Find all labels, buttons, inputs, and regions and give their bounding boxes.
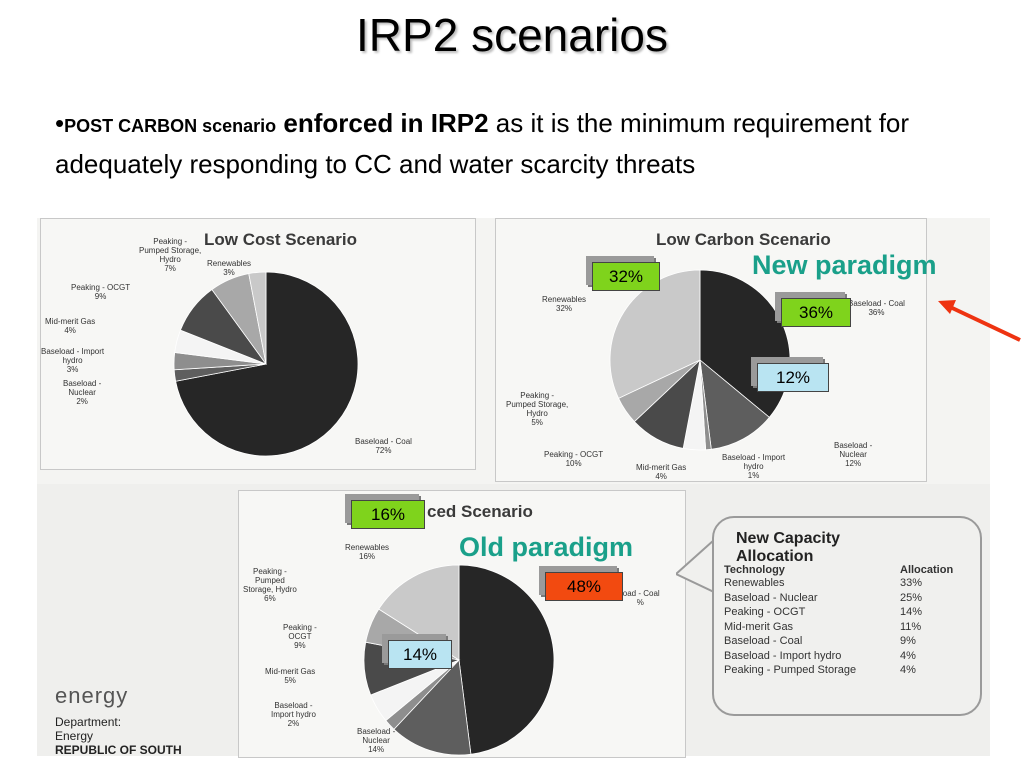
table-row: Renewables 33% xyxy=(724,576,959,591)
table-row: Peaking - OCGT 14% xyxy=(724,605,959,620)
low-cost-pie-chart xyxy=(173,271,359,457)
lc-label-gas: Mid-merit Gas 4% xyxy=(45,317,96,335)
table-cell: 14% xyxy=(900,606,923,618)
logo-line3: REPUBLIC OF SOUTH xyxy=(55,743,182,757)
pie-slice-renewables xyxy=(378,564,460,661)
table-cell: 4% xyxy=(900,664,916,676)
low-cost-title: Low Cost Scenario xyxy=(204,230,358,249)
logo-line1: Department: xyxy=(55,715,122,729)
bullet-marker: • xyxy=(55,108,65,138)
pie-slice-renewables xyxy=(248,271,267,365)
tag-low-carbon-renewables: 32% xyxy=(592,262,660,291)
allocation-table: Technology Allocation Renewables 33% Base… xyxy=(724,564,959,678)
new-paradigm-label: New paradigm xyxy=(752,250,937,280)
department-logo: energy Department: Energy REPUBLIC OF SO… xyxy=(55,683,182,757)
lc-label-coal: Baseload - Coal 72% xyxy=(355,437,412,455)
lc-label-import: Baseload - Import hydro 3% xyxy=(41,347,105,374)
bal-label-gas: Mid-merit Gas 5% xyxy=(265,667,316,685)
logo-line2: Energy xyxy=(55,729,94,743)
pie-slice-baseload-nuclear xyxy=(393,659,472,756)
table-row: Peaking - Pumped Storage 4% xyxy=(724,663,959,678)
bullet-bold-small-2: scenario xyxy=(197,116,277,136)
bal-label-renewables: Renewables 16% xyxy=(345,543,390,561)
table-cell: 9% xyxy=(900,635,916,647)
low-cost-panel: Low Cost Scenario Peaking - Pumped Stora… xyxy=(40,218,476,470)
lcb-label-coal: Baseload - Coal 36% xyxy=(848,299,905,317)
lcb-label-nuclear: Baseload - Nuclear 12% xyxy=(834,441,873,468)
pie-slice-baseload-coal xyxy=(175,271,359,457)
tag-balanced-ocgt: 14% xyxy=(388,640,452,669)
table-cell: 11% xyxy=(900,620,922,633)
bal-label-import: Baseload - Import hydro 2% xyxy=(271,701,316,728)
tag-low-carbon-coal: 36% xyxy=(781,298,851,327)
balanced-pie-chart xyxy=(363,564,555,756)
allocation-title: New Capacity Allocation xyxy=(736,530,840,566)
lc-label-pumped: Peaking - Pumped Storage, Hydro 7% xyxy=(139,237,202,273)
pie-slice-baseload-nuclear xyxy=(699,359,770,450)
table-row: Baseload - Nuclear 25% xyxy=(724,591,959,606)
lcb-label-import: Baseload - Import hydro 1% xyxy=(722,453,786,480)
allocation-header-allocation: Allocation xyxy=(900,564,954,576)
tag-balanced-coal: 48% xyxy=(545,572,623,601)
arrow-icon xyxy=(938,300,1021,342)
table-row: Baseload - Coal 9% xyxy=(724,634,959,649)
bal-label-nuclear: Baseload - Nuclear 14% xyxy=(357,727,396,754)
table-cell: Renewables xyxy=(724,577,785,589)
table-cell: 33% xyxy=(900,577,923,589)
lc-label-nuclear: Baseload - Nuclear 2% xyxy=(63,379,102,406)
allocation-header-technology: Technology xyxy=(724,564,785,576)
table-row: Mid-merit Gas 11% xyxy=(724,620,959,635)
lcb-label-renewables: Renewables 32% xyxy=(542,295,587,313)
table-row: Baseload - Import hydro 4% xyxy=(724,649,959,664)
balanced-panel: ced Scenario Renewables 16% Peaking - Pu… xyxy=(238,490,686,758)
low-carbon-title: Low Carbon Scenario xyxy=(656,230,831,249)
lcb-label-ocgt: Peaking - OCGT 10% xyxy=(544,450,604,468)
tag-balanced-renewables: 16% xyxy=(351,500,425,529)
balanced-title: ced Scenario xyxy=(427,502,533,521)
table-cell: Mid-merit Gas xyxy=(724,620,794,633)
logo-word: energy xyxy=(55,683,129,708)
low-carbon-pie-chart xyxy=(609,269,791,451)
bullet-bold-small: POST CARBON xyxy=(64,116,198,136)
old-paradigm-label: Old paradigm xyxy=(459,532,634,562)
lc-label-renewables: Renewables 3% xyxy=(207,259,252,277)
allocation-callout: New Capacity Allocation Technology Alloc… xyxy=(712,516,982,716)
allocation-title-line2: Allocation xyxy=(736,548,814,565)
allocation-header-row: Technology Allocation xyxy=(724,564,959,576)
bal-label-ocgt: Peaking - OCGT 9% xyxy=(283,623,317,650)
table-cell: Baseload - Nuclear xyxy=(724,591,818,604)
table-cell: Peaking - Pumped Storage xyxy=(724,664,857,676)
table-cell: 25% xyxy=(900,591,923,604)
tag-low-carbon-nuclear: 12% xyxy=(757,363,829,392)
bullet-text: •POST CARBON scenario enforced in IRP2 a… xyxy=(55,104,975,183)
table-cell: Baseload - Import hydro xyxy=(724,649,842,662)
lc-label-ocgt: Peaking - OCGT 9% xyxy=(71,283,131,301)
pie-slice-baseload-coal xyxy=(458,564,555,755)
table-cell: Peaking - OCGT xyxy=(724,606,806,618)
bal-label-pumped: Peaking - Pumped Storage, Hydro 6% xyxy=(243,567,297,603)
bullet-bold-large: enforced in IRP2 xyxy=(276,108,489,138)
allocation-title-line1: New Capacity xyxy=(736,530,841,547)
slide-title: IRP2 scenarios xyxy=(356,9,668,61)
table-cell: Baseload - Coal xyxy=(724,635,803,647)
table-cell: 4% xyxy=(900,649,916,662)
bullet-rest: as it is the minimum requirement for ade… xyxy=(55,108,910,179)
pie-slice-renewables xyxy=(609,269,701,399)
low-carbon-panel: Low Carbon Scenario Renewables 32% Basel… xyxy=(495,218,927,482)
bal-label-coal: load - Coal % xyxy=(621,589,660,607)
lcb-label-pumped: Peaking - Pumped Storage, Hydro 5% xyxy=(506,391,569,427)
lcb-label-gas: Mid-merit Gas 4% xyxy=(636,463,687,481)
